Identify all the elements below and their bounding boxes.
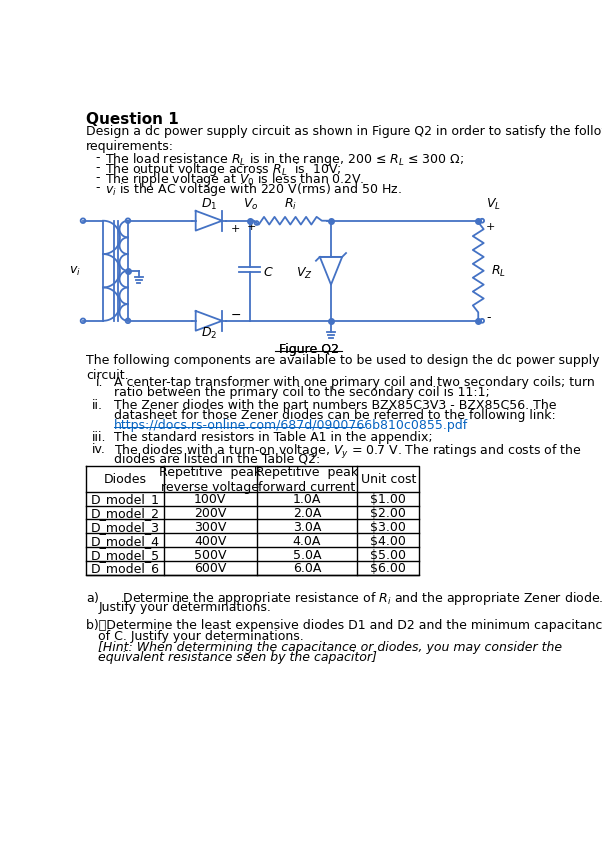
Text: Question 1: Question 1: [86, 112, 179, 126]
Text: Figure Q2: Figure Q2: [279, 343, 338, 355]
Text: diodes are listed in the Table Q2:: diodes are listed in the Table Q2:: [114, 452, 320, 465]
Text: 5.0A: 5.0A: [293, 548, 321, 561]
Text: D_model_3: D_model_3: [90, 521, 160, 533]
Text: $4.00: $4.00: [370, 534, 406, 547]
Text: 4.0A: 4.0A: [293, 534, 321, 547]
Text: +: +: [246, 222, 256, 232]
Text: The output voltage across $R_L$  is  10V;: The output voltage across $R_L$ is 10V;: [105, 161, 341, 178]
Text: $5.00: $5.00: [370, 548, 406, 561]
Text: The diodes with a turn-on voltage, $V_y$ = 0.7 V. The ratings and costs of the: The diodes with a turn-on voltage, $V_y$…: [114, 442, 582, 460]
Text: −: −: [231, 308, 241, 322]
Text: The load resistance $R_L$ is in the range, 200 ≤ $R_L$ ≤ 300 Ω;: The load resistance $R_L$ is in the rang…: [105, 151, 464, 168]
Text: -: -: [95, 170, 100, 184]
Text: of C. Justify your determinations.: of C. Justify your determinations.: [99, 629, 304, 642]
Text: 500V: 500V: [194, 548, 226, 561]
Text: equivalent resistance seen by the capacitor]: equivalent resistance seen by the capaci…: [99, 651, 377, 664]
Text: Repetitive  peak
forward current: Repetitive peak forward current: [256, 465, 358, 493]
Text: iii.: iii.: [92, 430, 107, 444]
Text: $3.00: $3.00: [370, 521, 406, 533]
Text: Diodes: Diodes: [104, 473, 146, 486]
Text: Repetitive  peak
reverse voltage: Repetitive peak reverse voltage: [159, 465, 261, 493]
Text: D_model_4: D_model_4: [90, 534, 160, 547]
Text: D_model_1: D_model_1: [90, 492, 160, 505]
Text: Figure Q2: Figure Q2: [279, 343, 338, 355]
Text: The Zener diodes with the part numbers BZX85C3V3 - BZX85C56. The: The Zener diodes with the part numbers B…: [114, 399, 556, 412]
Text: Unit cost: Unit cost: [361, 473, 416, 486]
Text: Justify your determinations.: Justify your determinations.: [99, 600, 272, 613]
Text: The standard resistors in Table A1 in the appendix;: The standard resistors in Table A1 in th…: [114, 430, 433, 444]
Text: -: -: [95, 151, 100, 164]
Text: A center-tap transformer with one primary coil and two secondary coils; turn: A center-tap transformer with one primar…: [114, 376, 595, 389]
Text: D_model_6: D_model_6: [90, 561, 160, 575]
Text: $D_2$: $D_2$: [201, 325, 217, 340]
Text: $v_i$ is the AC voltage with 220 V(rms) and 50 Hz.: $v_i$ is the AC voltage with 220 V(rms) …: [105, 181, 402, 198]
Text: $V_o$: $V_o$: [243, 196, 259, 211]
Text: a)	Determine the appropriate resistance of $R_i$ and the appropriate Zener diode: a) Determine the appropriate resistance …: [86, 589, 602, 606]
Text: 2.0A: 2.0A: [293, 506, 321, 520]
Text: iv.: iv.: [92, 442, 106, 455]
Text: -: -: [95, 181, 100, 193]
Text: i.: i.: [95, 376, 103, 389]
Text: D_model_5: D_model_5: [90, 548, 160, 561]
Text: 6.0A: 6.0A: [293, 561, 321, 575]
Text: 300V: 300V: [194, 521, 226, 533]
Text: 1.0A: 1.0A: [293, 492, 321, 505]
Text: 600V: 600V: [194, 561, 226, 575]
Text: -: -: [486, 311, 491, 324]
Text: $R_i$: $R_i$: [284, 197, 297, 212]
Text: [Hint: When determining the capacitance or diodes, you may consider the: [Hint: When determining the capacitance …: [99, 640, 563, 653]
Text: The ripple voltage at $V_0$ is less than 0.2V.: The ripple voltage at $V_0$ is less than…: [105, 170, 364, 187]
Text: 100V: 100V: [194, 492, 226, 505]
Text: $R_L$: $R_L$: [491, 264, 506, 279]
Text: $D_1$: $D_1$: [200, 196, 217, 211]
Text: $1.00: $1.00: [370, 492, 406, 505]
Text: +: +: [231, 224, 240, 234]
Text: Design a dc power supply circuit as shown in Figure Q2 in order to satisfy the f: Design a dc power supply circuit as show…: [86, 125, 602, 153]
Text: ii.: ii.: [92, 399, 104, 412]
Text: https://docs.rs-online.com/687d/0900766b810c0855.pdf: https://docs.rs-online.com/687d/0900766b…: [114, 418, 468, 431]
Text: 3.0A: 3.0A: [293, 521, 321, 533]
Text: D_model_2: D_model_2: [90, 506, 160, 520]
Text: 200V: 200V: [194, 506, 226, 520]
Text: ratio between the primary coil to the secondary coil is 11:1;: ratio between the primary coil to the se…: [114, 386, 490, 399]
Text: $V_Z$: $V_Z$: [296, 266, 312, 280]
Text: b)	Determine the least expensive diodes D1 and D2 and the minimum capacitance: b) Determine the least expensive diodes …: [86, 619, 602, 631]
Text: The following components are available to be used to design the dc power supply
: The following components are available t…: [86, 354, 600, 382]
Text: +: +: [486, 222, 495, 232]
Text: $v_i$: $v_i$: [69, 265, 81, 278]
Text: -: -: [95, 161, 100, 174]
Text: $V_L$: $V_L$: [486, 196, 501, 211]
Text: $C$: $C$: [263, 265, 273, 279]
Text: 400V: 400V: [194, 534, 226, 547]
Text: $6.00: $6.00: [370, 561, 406, 575]
Text: $2.00: $2.00: [370, 506, 406, 520]
Text: datasheet for those Zener diodes can be referred to the following link:: datasheet for those Zener diodes can be …: [114, 408, 556, 422]
